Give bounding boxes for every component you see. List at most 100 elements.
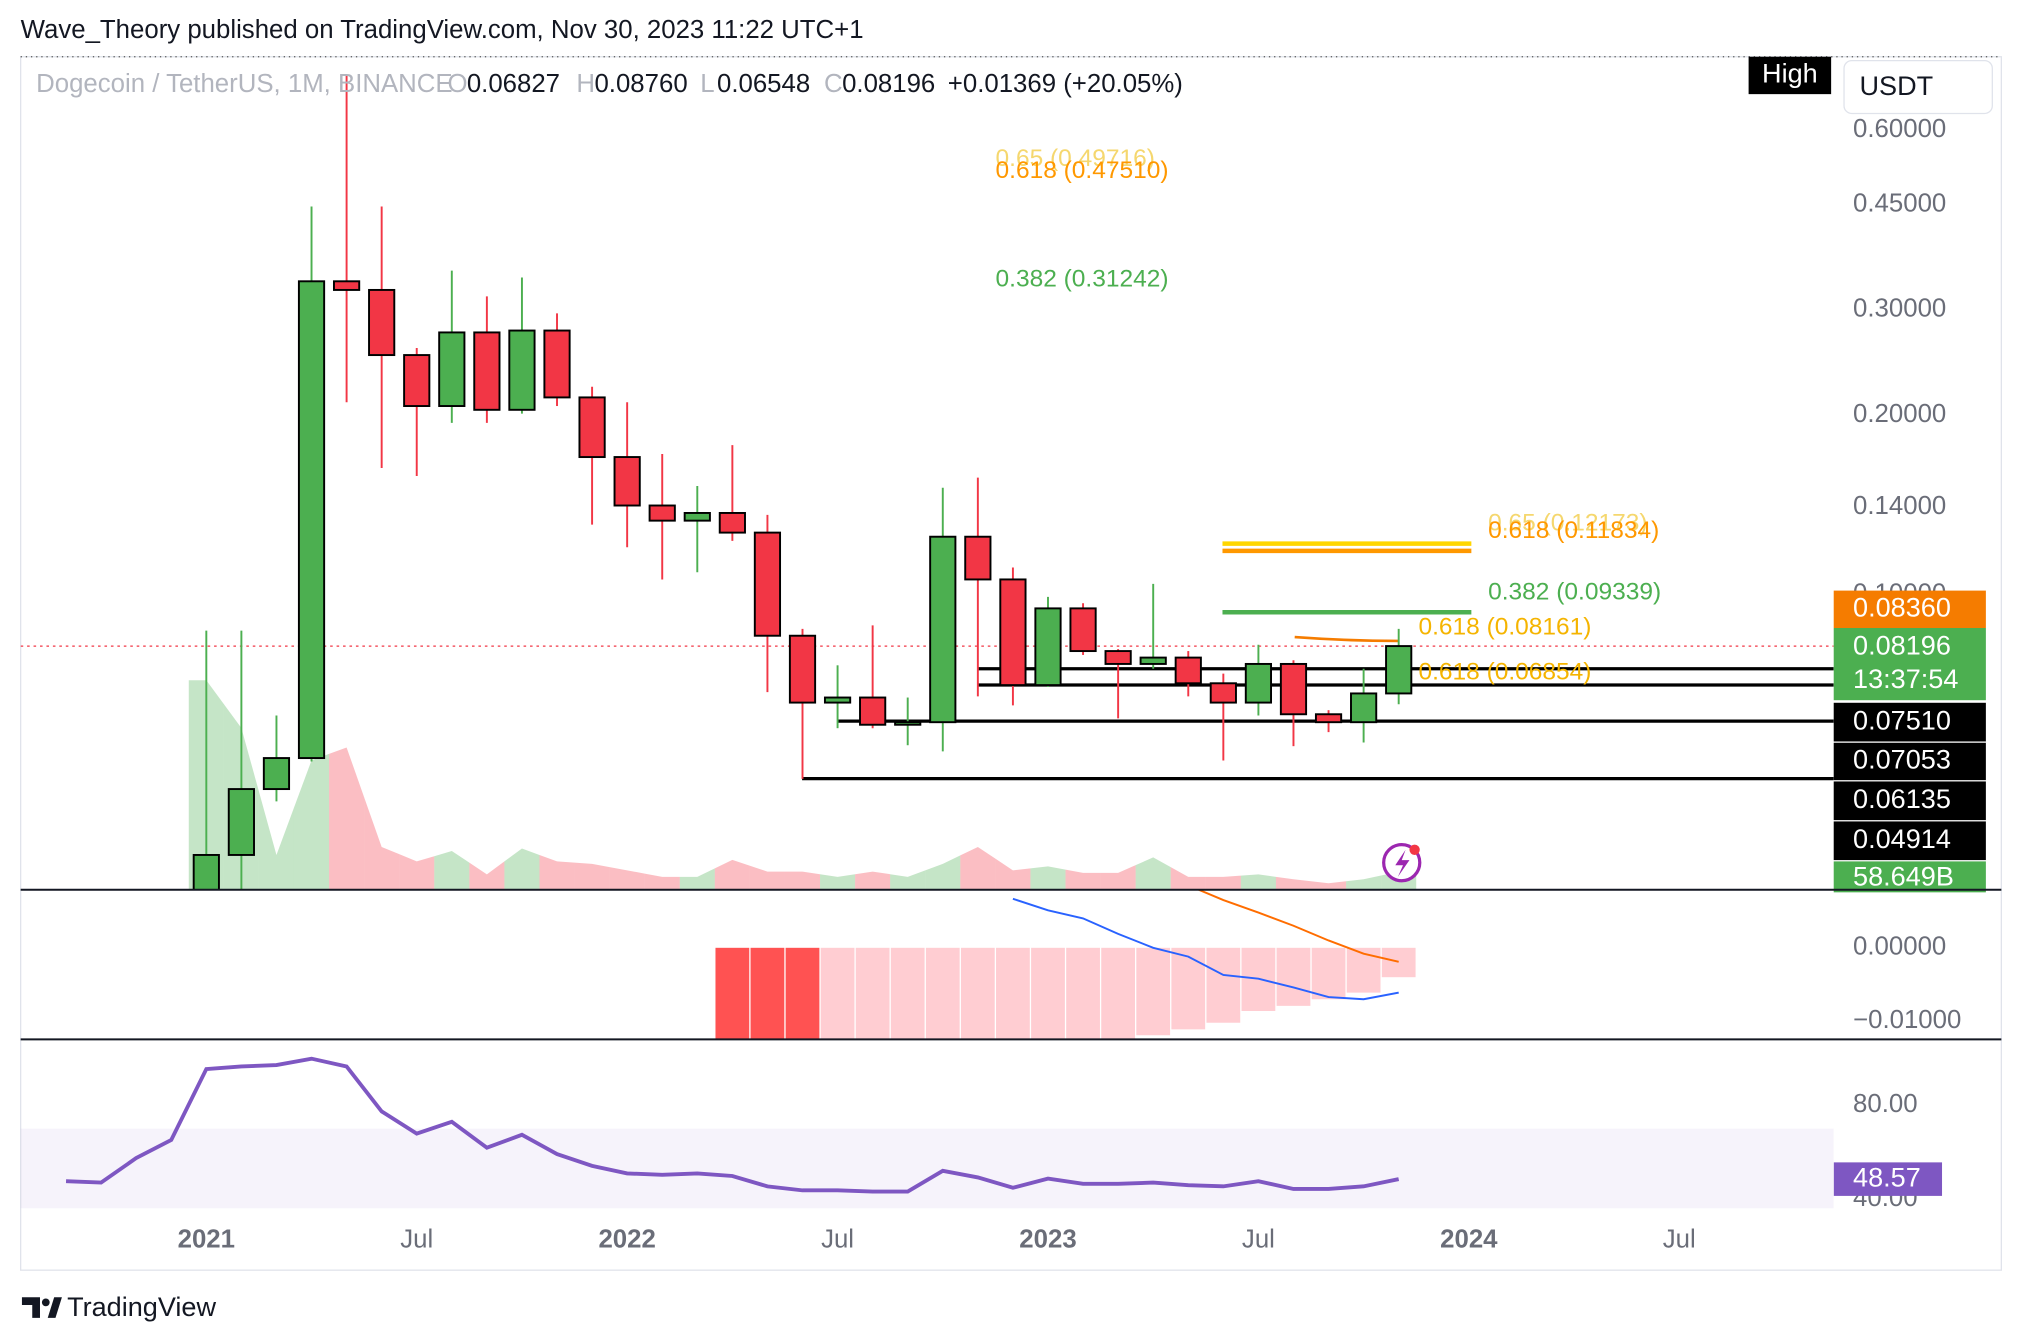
fib-label: 0.618 (0.06854): [1418, 659, 1591, 686]
x-tick-label: 2022: [598, 1225, 655, 1253]
price-tag: [1833, 590, 1986, 628]
symbol-label: Dogecoin / TetherUS, 1M, BINANCE: [36, 70, 453, 98]
rsi-tag-label: 48.57: [1853, 1161, 1921, 1192]
high-button-label[interactable]: High: [1762, 58, 1818, 89]
logo-mark: [21, 1297, 40, 1318]
volume-area: [1240, 874, 1276, 890]
macd-histogram-bar: [1031, 947, 1065, 1040]
candle-body: [964, 535, 992, 581]
volume-area: [890, 870, 926, 890]
candle-body: [297, 280, 326, 760]
logo-mark: [47, 1297, 62, 1318]
y-tick-label: 0.60000: [1853, 115, 1946, 143]
candle-body: [648, 504, 676, 522]
ohlc-value: 0.06548: [717, 70, 810, 98]
candle-body: [788, 634, 817, 704]
volume-area: [820, 874, 856, 890]
price-tag-label: 0.07510: [1853, 704, 1951, 735]
volume-area: [364, 797, 400, 890]
volume-area: [1346, 875, 1382, 890]
volume-area: [855, 871, 891, 890]
macd-histogram-bar: [1381, 947, 1416, 978]
change-value: +0.01369 (+20.05%): [948, 70, 1183, 98]
fib-label: 0.618 (0.47510): [996, 157, 1169, 184]
price-tag-label: 0.06135: [1853, 783, 1951, 814]
volume-area: [258, 791, 294, 890]
price-tag: [1833, 702, 1986, 742]
macd-histogram-bar: [715, 947, 750, 1040]
candle-body: [403, 354, 431, 407]
volume-area: [609, 867, 645, 890]
candle-body: [1034, 607, 1062, 687]
volume-area: [679, 868, 715, 890]
volume-area: [469, 861, 505, 890]
price-tag: [1833, 781, 1986, 821]
volume-area: [1170, 867, 1206, 890]
signal-line: [1196, 889, 1399, 963]
candle-body: [823, 696, 852, 704]
volume-area: [1065, 869, 1101, 890]
rsi-tick-label: 80.00: [1853, 1090, 1918, 1118]
alert-icon[interactable]: [1382, 843, 1422, 883]
publisher-header: Wave_Theory published on TradingView.com…: [21, 16, 864, 44]
y-tick-label: 0.45000: [1853, 190, 1946, 218]
fib-label: 0.382 (0.31242): [996, 266, 1169, 293]
fib-label: 0.618 (0.08161): [1418, 613, 1591, 640]
candle-body: [1139, 656, 1167, 665]
rsi-pane: [20, 1056, 1834, 1209]
moving-average-line: [1294, 635, 1400, 643]
currency-button[interactable]: [1843, 59, 1993, 115]
legend: Dogecoin / TetherUS, 1M, BINANCE O 0.068…: [36, 70, 1183, 98]
rsi-band: [20, 1128, 1834, 1209]
price-pane: 0.65 (0.49716)0.618 (0.47510) 0.382 (0.31…: [20, 75, 1834, 890]
rsi-line: [65, 1056, 1400, 1194]
price-tag-label: 0.08360: [1853, 591, 1951, 622]
alert-bolt[interactable]: [1395, 849, 1410, 877]
volume-area: [539, 854, 575, 890]
candle-body: [508, 329, 536, 411]
volume-area: [574, 862, 610, 890]
volume-area: [995, 858, 1031, 890]
fib-label: 0.65 (0.12173): [1488, 510, 1647, 537]
volume-area: [1135, 857, 1171, 890]
candle-body: [1314, 713, 1343, 724]
volume-area: [504, 848, 540, 890]
macd-histogram-bar: [1206, 947, 1241, 1023]
candle-body: [683, 512, 711, 522]
volume-area: [1100, 865, 1136, 890]
x-tick-label: 2021: [178, 1225, 235, 1253]
candle-body: [368, 288, 396, 357]
currency-label[interactable]: USDT: [1860, 70, 1934, 101]
fib-label: 0.618 (0.11834): [1488, 517, 1659, 544]
candle-body: [578, 396, 606, 459]
price-tag-label: 0.04914: [1853, 823, 1951, 854]
ohlc-value: 0.08760: [594, 70, 687, 98]
x-tick-label: Jul: [400, 1225, 433, 1253]
volume-area: [1205, 875, 1241, 890]
macd-tick-label: 0.00000: [1853, 933, 1946, 961]
macd-histogram-bar: [855, 947, 890, 1040]
macd-line: [1012, 897, 1399, 1001]
alert-dot[interactable]: [1409, 844, 1420, 855]
candle-body: [753, 531, 782, 637]
macd-histogram-bar: [1136, 947, 1171, 1036]
macd-pane: [715, 889, 1416, 1040]
volume-area: [749, 865, 785, 890]
candle-body: [227, 788, 255, 856]
candle-body: [929, 535, 957, 724]
high-button[interactable]: [1748, 56, 1832, 95]
volume-area: [293, 753, 330, 890]
candle-body: [718, 512, 746, 534]
macd-histogram-bar: [996, 947, 1030, 1040]
ohlc-key: O: [447, 70, 467, 98]
axes: 0.600000.450000.300000.200000.140000.100…: [178, 115, 1986, 1253]
ohlc-value: 0.06827: [467, 70, 560, 98]
macd-histogram-bar: [1276, 947, 1311, 1006]
macd-histogram-bar: [1171, 947, 1206, 1030]
candle-body: [859, 696, 887, 726]
price-tag-label: 0.08196: [1853, 629, 1951, 660]
